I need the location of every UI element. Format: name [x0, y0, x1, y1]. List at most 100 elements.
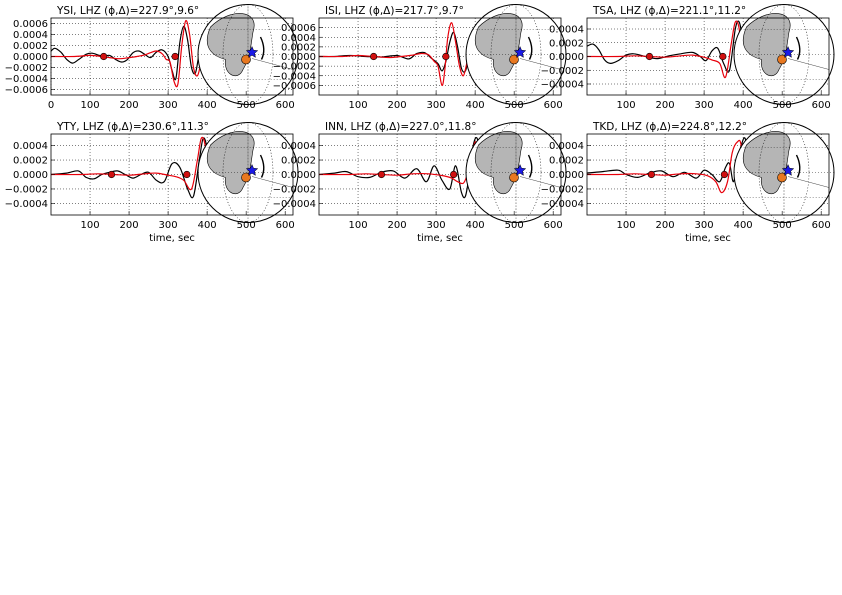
x-tick-label: 300 — [695, 100, 714, 111]
x-tick-label: 400 — [198, 100, 217, 111]
x-tick-label: 300 — [427, 220, 446, 231]
y-tick-label: 0.0000 — [13, 170, 48, 181]
y-tick-label: −0.0002 — [541, 184, 584, 195]
y-tick-label: 0.0006 — [281, 23, 316, 34]
station-star-icon — [781, 163, 795, 176]
y-tick-label: 0.0002 — [549, 156, 584, 167]
x-tick-label: 500 — [773, 100, 792, 111]
x-tick-label: 100 — [80, 100, 99, 111]
station-star-icon — [781, 45, 795, 58]
y-tick-label: −0.0004 — [273, 71, 316, 82]
window-marker — [442, 52, 450, 61]
observed-trace — [51, 25, 220, 81]
x-tick-label: 200 — [388, 100, 407, 111]
globe-inset-icon — [197, 4, 299, 105]
window-marker — [647, 170, 656, 179]
x-tick-label: 500 — [237, 220, 256, 231]
y-tick-label: −0.0002 — [273, 62, 316, 73]
x-tick-label: 500 — [505, 100, 524, 111]
y-tick-label: 0.0002 — [549, 38, 584, 49]
window-marker — [107, 170, 116, 179]
x-tick-label: 600 — [276, 220, 295, 231]
synthetic-trace — [319, 22, 487, 87]
y-tick-label: 0.0000 — [549, 170, 584, 181]
window-marker — [100, 52, 108, 61]
x-tick-label: 600 — [812, 100, 831, 111]
y-tick-label: −0.0004 — [273, 199, 316, 210]
x-tick-label: 300 — [427, 100, 446, 111]
station-star-icon — [245, 45, 259, 58]
panel-3: 100 200 300 400 500 600 −0.0004 −0.0002 0.0000 0.… — [541, 4, 835, 111]
station-star-icon — [513, 45, 527, 58]
y-tick-label: −0.0006 — [273, 81, 316, 92]
y-tick-label: −0.0002 — [5, 63, 48, 74]
event-dot-icon — [509, 54, 519, 65]
y-tick-label: 0.0004 — [13, 141, 48, 152]
y-tick-label: 0.0002 — [281, 42, 316, 53]
y-tick-label: 0.0002 — [281, 156, 316, 167]
x-tick-label: 300 — [159, 220, 178, 231]
x-tick-label: 100 — [80, 220, 99, 231]
x-tick-label: 600 — [544, 220, 563, 231]
x-tick-label: 600 — [276, 100, 295, 111]
y-tick-label: −0.0006 — [5, 85, 48, 96]
event-dot-icon — [777, 172, 787, 183]
window-marker — [720, 170, 728, 179]
y-tick-label: −0.0004 — [541, 199, 584, 210]
x-tick-label: 200 — [656, 220, 675, 231]
x-tick-label: 500 — [505, 220, 524, 231]
x-tick-label: 600 — [812, 220, 831, 231]
panel-6: 100 200 300 400 500 600 −0.0004 −0.0002 0.0000 0.… — [541, 121, 835, 244]
x-axis-label: time, sec — [149, 233, 195, 244]
globe-inset-icon — [197, 122, 299, 223]
x-tick-label: 500 — [237, 100, 256, 111]
x-tick-label: 100 — [616, 220, 635, 231]
y-tick-label: 0.0000 — [13, 52, 48, 63]
x-tick-label: 200 — [388, 220, 407, 231]
y-tick-label: 0.0002 — [13, 156, 48, 167]
globe-inset-icon — [465, 4, 567, 105]
x-tick-label: 100 — [616, 100, 635, 111]
event-dot-icon — [777, 54, 787, 65]
x-tick-label: 300 — [159, 100, 178, 111]
event-dot-icon — [241, 54, 251, 65]
x-tick-label: 400 — [466, 100, 485, 111]
panel-1: 0 100 200 300 400 500 600 −0.0006−0.0004−0.0002… — [5, 4, 299, 111]
event-dot-icon — [241, 172, 251, 183]
y-tick-label: 0.0000 — [281, 52, 316, 63]
panel-title: YSI, LHZ (ϕ,Δ)=227.9°,9.6° — [56, 5, 199, 17]
window-marker — [171, 52, 179, 61]
x-tick-label: 300 — [695, 220, 714, 231]
event-dot-icon — [509, 172, 519, 183]
x-axis-label: time, sec — [417, 233, 463, 244]
station-star-icon — [245, 163, 259, 176]
synthetic-trace — [51, 19, 219, 88]
x-axis-label: time, sec — [685, 233, 731, 244]
panel-title: TKD, LHZ (ϕ,Δ)=224.8°,12.2° — [592, 121, 747, 133]
window-marker — [719, 52, 727, 61]
x-tick-label: 400 — [466, 220, 485, 231]
y-tick-label: −0.0004 — [5, 74, 48, 85]
x-tick-label: 100 — [348, 100, 367, 111]
panel-title: YTY, LHZ (ϕ,Δ)=230.6°,11.3° — [56, 121, 209, 133]
observed-trace — [319, 31, 487, 73]
panel-title: ISI, LHZ (ϕ,Δ)=217.7°,9.7° — [325, 5, 464, 17]
x-tick-label: 200 — [120, 220, 139, 231]
y-tick-label: −0.0002 — [5, 184, 48, 195]
synthetic-trace — [587, 20, 760, 85]
y-tick-label: 0.0000 — [549, 52, 584, 63]
y-tick-label: 0.0004 — [281, 33, 316, 44]
panel-4: 100 200 300 400 500 600 −0.0004 −0.0002 0.0000 0.… — [5, 121, 299, 244]
panel-title: TSA, LHZ (ϕ,Δ)=221.1°,11.2° — [592, 5, 746, 17]
y-tick-label: −0.0004 — [5, 199, 48, 210]
window-marker — [377, 170, 386, 179]
x-tick-label: 200 — [656, 100, 675, 111]
globe-inset-icon — [465, 122, 567, 223]
x-tick-label: 200 — [120, 100, 139, 111]
y-tick-label: −0.0002 — [541, 66, 584, 77]
panel-5: 100 200 300 400 500 600 −0.0004 −0.0002 0.0000 0.… — [273, 121, 567, 244]
y-tick-label: 0.0002 — [13, 41, 48, 52]
window-marker — [370, 52, 378, 61]
globe-inset-icon — [733, 4, 835, 105]
